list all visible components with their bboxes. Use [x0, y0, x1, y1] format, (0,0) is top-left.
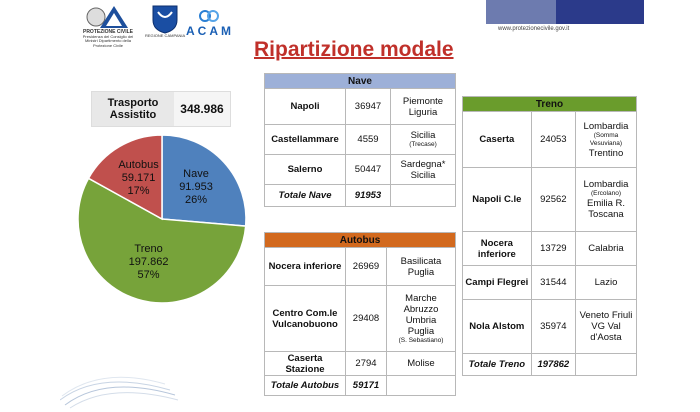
nave-row-name: Salerno	[264, 154, 346, 185]
treno-row-name: Campi Flegrei	[462, 265, 532, 300]
treno-row-dest: Lombardia	[583, 120, 629, 132]
treno-total-value: 197862	[530, 353, 577, 376]
pie-label-percent: 26%	[185, 193, 208, 206]
treno-row-name: Napoli C.le	[462, 167, 532, 232]
autobus-row-name: Caserta Stazione	[264, 351, 346, 376]
pie-label-name: Autobus	[118, 159, 159, 172]
treno-table: Treno Caserta 24053 Lombardia (Somma Vesu…	[462, 96, 637, 376]
autobus-row-name: Nocera inferiore	[264, 247, 346, 286]
treno-row-value: 24053	[530, 111, 577, 168]
summary-value: 348.986	[174, 92, 230, 126]
page-title: Ripartizione modale	[254, 38, 454, 61]
treno-row-note: (Somma Vesuviana)	[589, 131, 623, 147]
autobus-row-dest: Marche Abruzzo Umbria Puglia	[403, 292, 439, 337]
pie-label-value: 59.171	[121, 172, 156, 185]
treno-row-value: 31544	[530, 265, 577, 300]
nave-row-note: (Trecase)	[409, 141, 437, 148]
pie-slice-autobus	[87, 134, 163, 221]
treno-total-label: Totale Treno	[462, 353, 532, 376]
treno-row-name: Nola Alstom	[462, 299, 532, 354]
acam-logo: ACAM	[186, 8, 234, 38]
autobus-row-dest: Molise	[386, 351, 456, 376]
pie-label-treno: Treno 197.862 57%	[119, 243, 179, 282]
nave-total-value: 91953	[345, 184, 391, 207]
treno-row-dest2: Emilia R. Toscana	[586, 198, 625, 220]
treno-row-note: (Ercolano)	[591, 190, 621, 197]
protezione-civile-emblem-icon	[86, 6, 128, 28]
summary-box: Trasporto Assistito 348.986	[91, 91, 231, 127]
nave-row-dest: Sardegna* Sicilia	[390, 154, 456, 185]
treno-row-value: 35974	[530, 299, 577, 354]
autobus-header: Autobus	[264, 232, 456, 248]
treno-row-dest: Lazio	[575, 265, 637, 300]
acam-text: ACAM	[186, 24, 234, 38]
pie-label-autobus: Autobus 59.171 17%	[109, 159, 169, 198]
treno-row-value: 13729	[530, 231, 577, 266]
nave-row-name: Castellammare	[264, 124, 346, 155]
treno-row-name: Nocera inferiore	[462, 231, 532, 266]
pie-slice-treno	[77, 177, 247, 304]
treno-row-dest2: Trentino	[588, 147, 624, 159]
header-banner	[486, 0, 644, 24]
pie-label-value: 197.862	[128, 256, 169, 269]
acam-emblem-icon	[199, 10, 219, 22]
website-url[interactable]: www.protezionecivile.gov.it	[498, 26, 570, 32]
treno-row-name: Caserta	[462, 111, 532, 168]
pie-label-nave: Nave 91.953 26%	[166, 168, 226, 207]
summary-label: Trasporto Assistito	[92, 92, 174, 126]
pie-label-percent: 17%	[127, 185, 150, 198]
logo2-subtext: REGIONE CAMPANIA	[145, 33, 186, 38]
autobus-row-value: 26969	[345, 247, 387, 286]
autobus-row-note: (S. Sebastiano)	[398, 336, 444, 344]
pie-chart	[77, 134, 247, 304]
treno-header: Treno	[462, 96, 637, 112]
autobus-total-value: 59171	[345, 375, 387, 396]
nave-row-dest: Piemonte Liguria	[390, 88, 456, 125]
logo1-subtext: Presidenza del Consiglio dei Ministri Di…	[82, 33, 134, 48]
regione-campania-shield-icon	[152, 5, 178, 34]
nave-table: Nave Napoli 36947 Piemonte Liguria Caste…	[264, 73, 456, 207]
autobus-table: Autobus Nocera inferiore 26969 Basilicat…	[264, 232, 456, 396]
autobus-row-name: Centro Com.le Vulcanobuono	[264, 285, 346, 352]
decorative-swoosh-icon	[60, 376, 179, 409]
pie-label-name: Treno	[134, 243, 163, 256]
autobus-row-value: 2794	[345, 351, 387, 376]
pie-label-value: 91.953	[179, 180, 213, 193]
pie-slice-nave	[161, 134, 247, 227]
nave-row-dest: Sicilia	[410, 130, 436, 141]
treno-row-value: 92562	[530, 167, 577, 232]
autobus-row-value: 29408	[345, 285, 387, 352]
nave-row-value: 4559	[345, 124, 391, 155]
pie-label-percent: 57%	[137, 269, 160, 282]
nave-row-value: 36947	[345, 88, 391, 125]
logo1-text: PROTEZIONE CIVILE	[82, 29, 133, 35]
nave-total-label: Totale Nave	[264, 184, 346, 207]
nave-header: Nave	[264, 73, 456, 89]
treno-row-dest: Veneto Friuli VG Val d'Aosta	[579, 310, 633, 343]
regione-campania-logo: REGIONE CAMPANIA	[145, 4, 185, 39]
treno-row-dest: Calabria	[575, 231, 637, 266]
nave-row-value: 50447	[345, 154, 391, 185]
autobus-row-dest: Basilicata Puglia	[386, 247, 456, 286]
autobus-total-label: Totale Autobus	[264, 375, 346, 396]
nave-row-name: Napoli	[264, 88, 346, 125]
pie-label-name: Nave	[183, 167, 209, 180]
protezione-civile-logo: PROTEZIONE CIVILE Presidenza del Consigl…	[78, 4, 138, 48]
treno-row-dest: Lombardia	[583, 179, 629, 190]
